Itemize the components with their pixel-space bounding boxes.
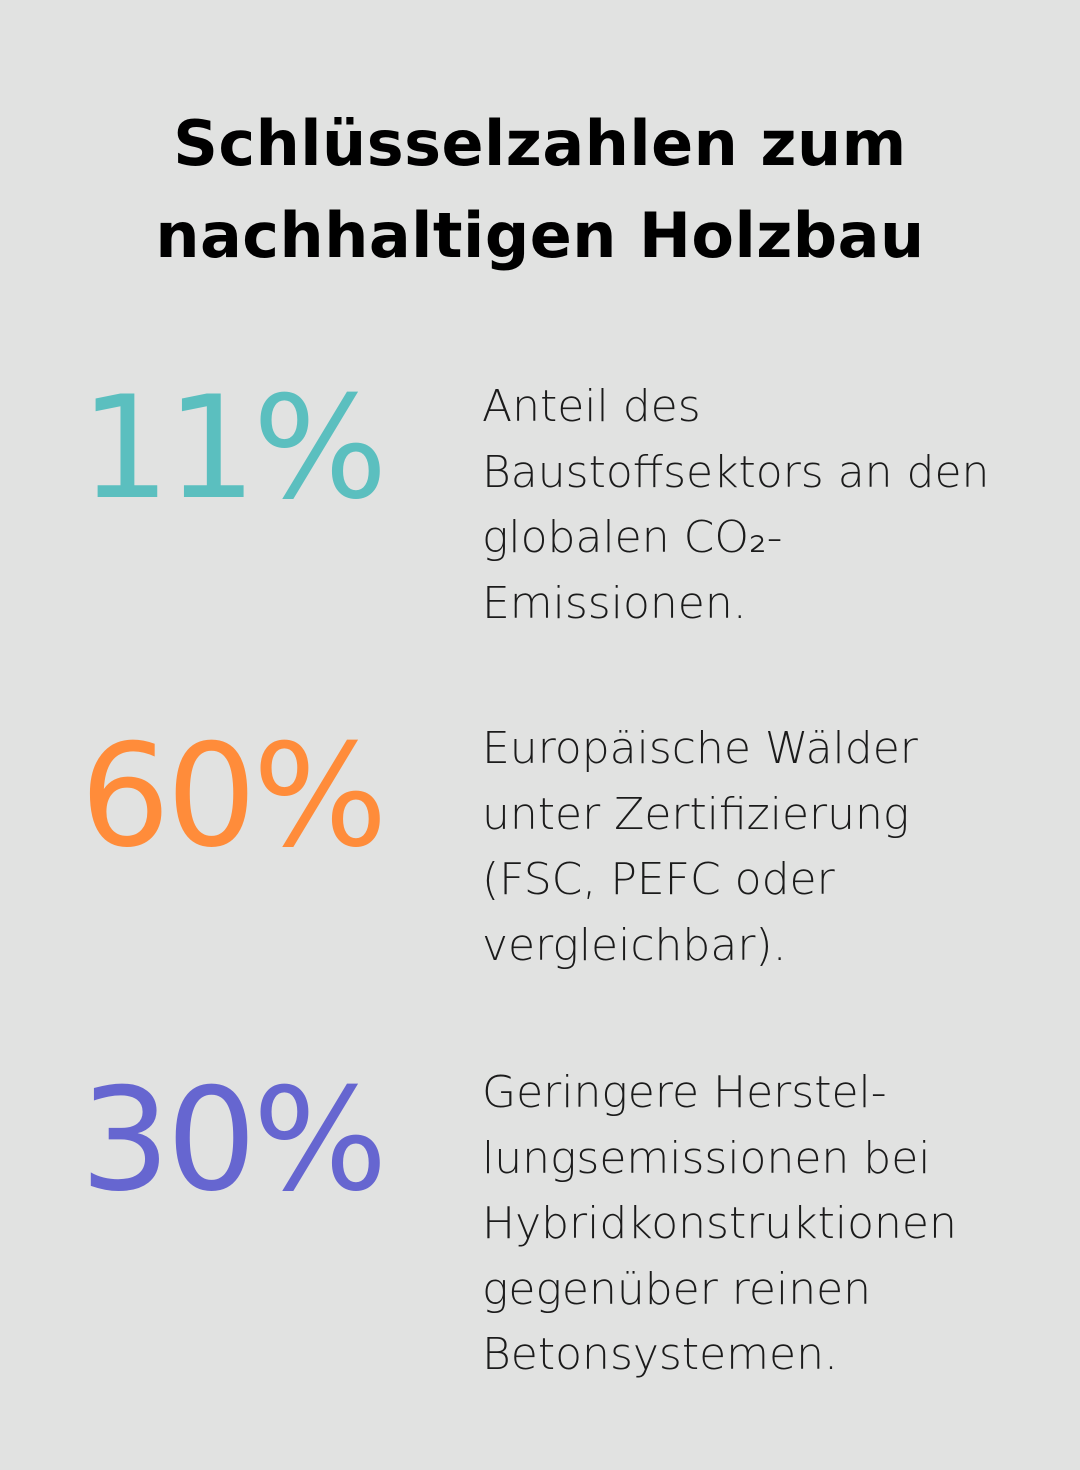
stat-description-2-line-3: (FSC, PEFC oder	[482, 854, 835, 905]
stat-description-2-line-2: unter Zertifizierung	[482, 788, 910, 840]
stat-description-1-line-3: globalen CO₂-	[482, 512, 783, 563]
page-title: Schlüsselzahlen zum nachhaltigen Holzbau	[0, 98, 1080, 282]
stat-description-1: Anteil des Baustoffsektors an den global…	[482, 374, 1052, 636]
stat-description-1-line-1: Anteil des	[482, 381, 701, 432]
stat-description-1-line-2: Baustoffsektors an den	[482, 446, 990, 498]
stat-description-3-line-2: lungsemissionen bei	[482, 1132, 931, 1184]
stat-description-3-line-1: Geringere Herstel-	[482, 1067, 887, 1118]
stat-description-2-line-1: Europäische Wälder	[482, 723, 918, 774]
stat-value-1: 11%	[80, 366, 388, 531]
stat-description-1-line-4: Emissionen.	[482, 577, 747, 629]
stat-description-2: Europäische Wälder unter Zertifizierung …	[482, 716, 1052, 978]
stat-description-2-line-4: vergleichbar).	[482, 919, 787, 971]
page-title-line-1: Schlüsselzahlen zum	[173, 107, 907, 180]
stat-description-3-line-4: gegenüber reinen	[482, 1263, 872, 1315]
stat-description-3: Geringere Herstel- lungsemissionen bei H…	[482, 1060, 1052, 1388]
stat-value-3: 30%	[80, 1058, 388, 1223]
stat-description-3-line-5: Betonsystemen.	[482, 1329, 838, 1380]
stat-value-2: 60%	[80, 714, 388, 879]
stat-description-3-line-3: Hybridkonstruktionen	[482, 1198, 957, 1249]
page-title-line-2: nachhaltigen Holzbau	[155, 199, 925, 272]
